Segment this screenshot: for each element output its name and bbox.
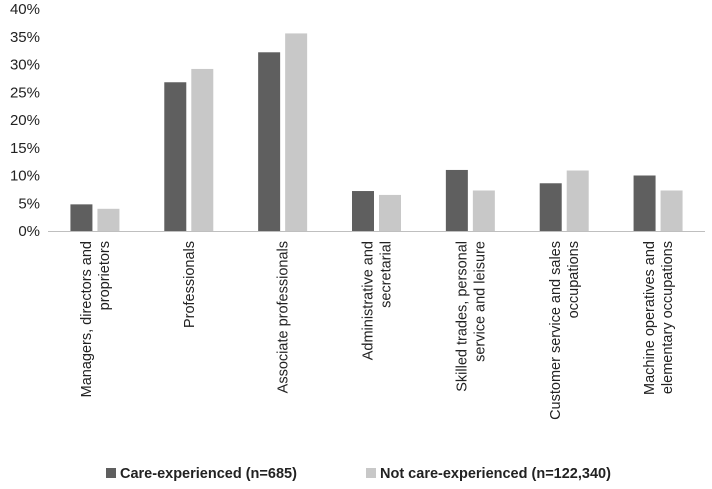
y-tick-label: 30%: [10, 57, 40, 74]
y-axis-tick-labels: 0% 5% 10% 15% 20% 25% 30% 35% 40%: [10, 1, 40, 240]
bar: [379, 194, 401, 231]
category-label-line: Administrative and: [361, 241, 377, 360]
legend-swatch: [106, 468, 116, 478]
y-tick-label: 20%: [10, 112, 40, 129]
category-label: Associate professionals: [276, 241, 292, 393]
bar: [633, 175, 656, 231]
y-tick-label: 35%: [10, 29, 40, 46]
category-label: Customer service and sales occupations: [548, 241, 582, 420]
bar: [539, 183, 562, 231]
category-label-line: Machine operatives and: [642, 241, 658, 395]
bar: [566, 170, 589, 231]
y-tick-label: 25%: [10, 84, 40, 101]
bar: [660, 190, 683, 231]
bar: [285, 33, 308, 231]
category-label: Skilled trades, personal service and leis…: [454, 241, 488, 392]
category-label-line: secretarial: [379, 241, 395, 308]
category-label: Machine operatives and elementary occupat…: [642, 241, 676, 395]
bar: [191, 68, 214, 231]
category-label-line: elementary occupations: [660, 241, 676, 394]
legend: Care-experienced (n=685) Not care-experie…: [106, 466, 611, 482]
category-label-line: Customer service and sales: [548, 241, 564, 420]
category-label: Administrative and secretarial: [361, 241, 395, 360]
bar: [70, 204, 93, 231]
bar: [97, 208, 120, 231]
category-label-line: Managers, directors and: [79, 241, 95, 397]
category-label: Professionals: [182, 241, 198, 328]
bar: [258, 52, 281, 231]
category-label-line: Skilled trades, personal: [454, 241, 470, 392]
y-tick-label: 15%: [10, 140, 40, 157]
category-label-line: Professionals: [182, 241, 198, 328]
legend-label: Care-experienced (n=685): [120, 466, 297, 482]
bar: [164, 82, 187, 231]
y-tick-label: 10%: [10, 168, 40, 185]
y-tick-label: 5%: [18, 195, 40, 212]
bar-marks: [70, 33, 683, 231]
category-labels: Managers, directors and proprietors Profes…: [79, 241, 676, 420]
bar: [352, 191, 374, 231]
bar: [472, 190, 495, 231]
category-label: Managers, directors and proprietors: [79, 241, 113, 397]
category-label-line: proprietors: [97, 241, 113, 310]
category-label-line: Associate professionals: [276, 241, 292, 393]
category-label-line: service and leisure: [472, 241, 488, 362]
bar: [445, 169, 468, 231]
y-tick-label: 40%: [10, 1, 40, 18]
category-label-line: occupations: [566, 241, 582, 318]
legend-swatch: [366, 468, 376, 478]
legend-label: Not care-experienced (n=122,340): [380, 466, 611, 482]
y-tick-label: 0%: [18, 223, 40, 240]
